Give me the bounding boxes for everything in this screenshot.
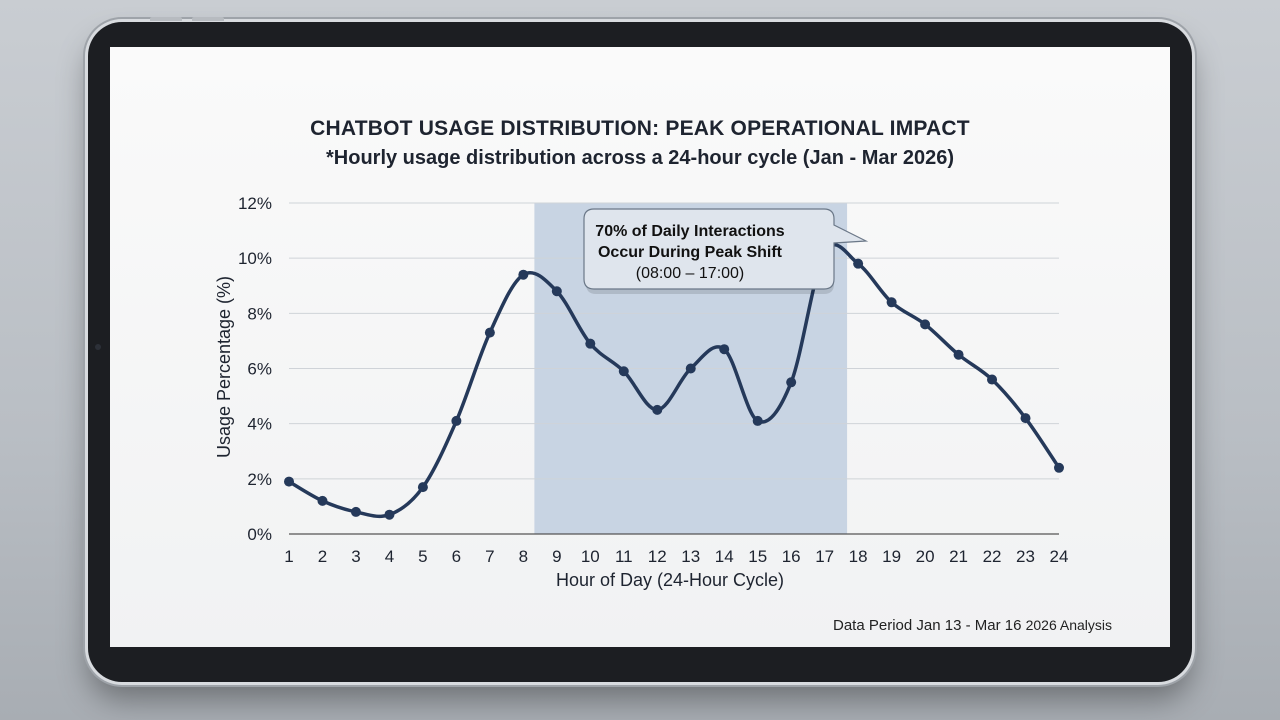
data-point: [652, 404, 663, 415]
data-period: Data Period Jan 13 - Mar 16: [833, 617, 1022, 634]
x-tick-label: 3: [351, 547, 360, 566]
data-point: [752, 415, 763, 426]
chart-title: CHATBOT USAGE DISTRIBUTION: PEAK OPERATI…: [310, 117, 970, 140]
line-chart: 0%2%4%6%8%10%12% 1 2 3 4 5 6 7 8 9 10 11 12 13 14 15 16…: [214, 194, 1068, 590]
callout-line-2: Occur During Peak Shift: [598, 244, 783, 261]
data-point: [350, 506, 361, 517]
data-point: [317, 495, 328, 506]
x-tick-label: 18: [849, 547, 868, 566]
data-point: [417, 482, 428, 493]
analysis-label: 2026 Analysis: [1025, 617, 1113, 633]
footer-note: Data Period Jan 13 - Mar 16 2026 Analysi…: [833, 617, 1112, 634]
x-tick-label: 6: [452, 547, 461, 566]
y-tick-label: 2%: [247, 470, 272, 489]
data-point: [685, 363, 696, 374]
data-point: [719, 344, 730, 355]
x-tick-label: 2: [318, 547, 327, 566]
data-point: [484, 327, 495, 338]
power-button: [192, 17, 224, 21]
x-tick-label: 8: [519, 547, 528, 566]
x-axis-label: Hour of Day (24-Hour Cycle): [556, 570, 784, 590]
x-tick-label: 15: [748, 547, 767, 566]
data-point: [451, 415, 462, 426]
x-tick-label: 20: [916, 547, 935, 566]
x-tick-label: 7: [485, 547, 494, 566]
x-tick-label: 12: [648, 547, 667, 566]
usage-points: [284, 247, 1064, 520]
data-point: [786, 377, 797, 388]
x-tick-label: 22: [983, 547, 1002, 566]
y-tick-label: 0%: [247, 525, 272, 544]
screen: CHATBOT USAGE DISTRIBUTION: PEAK OPERATI…: [110, 47, 1170, 647]
y-tick-label: 10%: [238, 249, 272, 268]
data-point: [384, 509, 395, 520]
y-tick-label: 4%: [247, 415, 272, 434]
x-tick-label: 17: [815, 547, 834, 566]
x-tick-label: 23: [1016, 547, 1035, 566]
x-tick-labels: 1 2 3 4 5 6 7 8 9 10 11 12 13 14 15 16 17 18 19 20 21 22 23 24: [284, 547, 1068, 566]
callout-line-1: 70% of Daily Interactions: [595, 223, 784, 240]
callout-box: [583, 208, 869, 290]
x-tick-label: 16: [782, 547, 801, 566]
data-point: [585, 338, 596, 349]
volume-button: [150, 17, 182, 21]
camera-dot: [95, 344, 101, 350]
data-point: [920, 319, 931, 330]
x-tick-label: 11: [615, 547, 633, 566]
y-tick-label: 12%: [238, 194, 272, 213]
data-point: [518, 269, 529, 280]
data-point: [1020, 413, 1031, 424]
chart-subtitle: *Hourly usage distribution across a 24-h…: [326, 147, 954, 169]
data-point: [886, 297, 897, 308]
x-tick-label: 10: [581, 547, 600, 566]
x-tick-label: 19: [882, 547, 901, 566]
data-point: [1054, 462, 1064, 473]
x-tick-label: 13: [681, 547, 700, 566]
data-point: [551, 286, 562, 297]
x-tick-label: 21: [949, 547, 968, 566]
grid-lines: [289, 202, 1059, 535]
x-tick-label: 14: [715, 547, 734, 566]
x-tick-label: 5: [418, 547, 427, 566]
y-axis-label: Usage Percentage (%): [214, 276, 234, 458]
data-point: [284, 476, 294, 487]
x-tick-label: 24: [1050, 547, 1069, 566]
y-tick-labels: 0% 2% 4% 6% 8% 10% 12%: [238, 194, 272, 544]
x-tick-label: 4: [385, 547, 394, 566]
data-point: [953, 349, 964, 360]
y-tick-label: 8%: [247, 304, 272, 323]
peak-shift-callout: 70% of Daily Interactions Occur During P…: [583, 208, 869, 294]
data-point: [987, 374, 998, 385]
callout-line-3: (08:00 – 17:00): [636, 265, 745, 282]
data-point: [618, 366, 629, 377]
x-tick-label: 1: [284, 547, 293, 566]
data-point: [853, 258, 864, 269]
x-tick-label: 9: [552, 547, 561, 566]
y-tick-label: 6%: [247, 360, 272, 379]
